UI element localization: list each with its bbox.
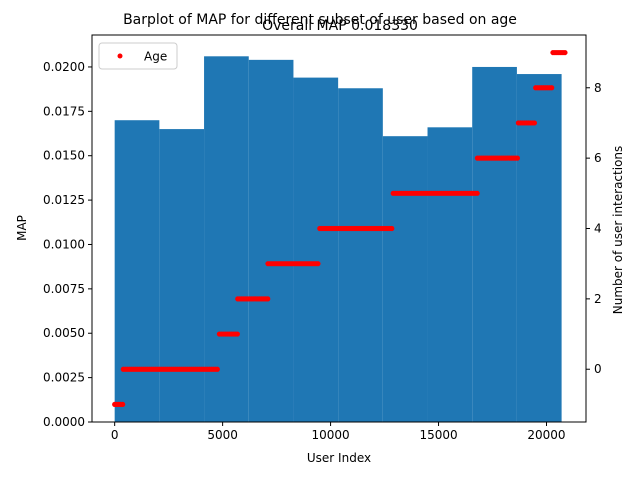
age-segment-1 [120,366,220,372]
age-segment-2 [216,331,240,337]
age-dot [120,401,126,408]
age-dots-group [112,49,568,408]
age-segment-6 [390,190,480,196]
age-dot [474,190,480,196]
y2-tick-label-3: 6 [594,151,602,165]
bar-9 [516,74,562,422]
age-dot [531,120,538,126]
y-tick-label-0: 0.0000 [43,415,85,429]
y-tick-label-2: 0.0050 [43,326,85,340]
legend-box [98,42,178,70]
y-tick-label-7: 0.0175 [43,104,85,118]
bar-2 [204,56,249,422]
legend: Age [98,42,178,70]
y-tick-label-5: 0.0125 [43,193,85,207]
bar-8 [472,66,517,422]
x-tick-label-3: 15000 [419,428,457,442]
y-tick-label-3: 0.0075 [43,282,85,296]
y-axis-right: 0 2 4 6 8 [586,81,602,376]
x-axis-label: User Index [307,451,371,465]
y-tick-label-4: 0.0100 [43,237,85,251]
y2-tick-label-1: 2 [594,292,602,306]
y-tick-label-1: 0.0025 [43,371,85,385]
age-dot [549,85,555,91]
bar-5 [338,88,383,422]
age-segment-4 [265,261,321,267]
legend-entry-age: Age [144,50,167,64]
age-dot [514,155,520,161]
chart-title: Barplot of MAP for different subset of u… [123,12,517,28]
age-segment-9 [533,85,555,91]
bar-0 [114,120,160,423]
age-dot [562,49,568,56]
age-segment-3 [235,296,271,302]
age-segment-0 [112,401,126,408]
y-axis-label: MAP [15,215,29,241]
age-dot [234,331,240,337]
y2-axis-label: Number of user interactions [611,146,625,315]
age-dot [389,225,395,232]
bar-7 [427,127,473,423]
x-tick-label-4: 20000 [527,428,565,442]
age-dot [315,261,321,267]
y-axis-left: 0.0000 0.0025 0.0050 0.0075 0.0100 0.0125 0.01… [43,60,92,429]
age-dot [214,366,220,372]
y2-tick-label-2: 4 [594,222,602,236]
age-segment-10 [550,49,568,56]
y-tick-label-6: 0.0150 [43,149,85,163]
bars-group [114,56,562,423]
bar-4 [293,77,339,423]
y2-tick-label-0: 0 [594,362,602,376]
bar-1 [159,129,205,422]
y2-tick-label-4: 8 [594,81,602,95]
x-tick-label-2: 10000 [311,428,349,442]
age-dot [265,296,271,302]
chart-subtitle: Overall MAP 0.018330 [262,18,418,34]
x-tick-label-1: 5000 [207,428,238,442]
x-tick-label-0: 0 [111,428,119,442]
y-tick-label-8: 0.0200 [43,60,85,74]
age-segment-5 [317,225,395,232]
age-segment-8 [515,120,538,126]
legend-marker [117,53,123,59]
bar-3 [248,59,294,422]
bar-6 [382,136,428,422]
age-segment-7 [474,155,520,161]
x-axis: 0 5000 10000 15000 20000 [111,422,566,442]
